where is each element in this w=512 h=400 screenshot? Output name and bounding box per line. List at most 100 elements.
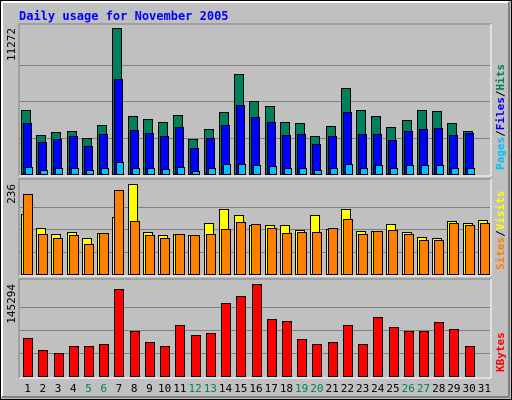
bar-pages-day-26 bbox=[406, 165, 414, 175]
day-label-8: 8 bbox=[131, 382, 138, 395]
series-kbytes bbox=[23, 284, 475, 377]
day-label-4: 4 bbox=[70, 382, 77, 395]
bar-pages-day-11 bbox=[177, 167, 185, 175]
legend-entry: Pages bbox=[494, 137, 507, 170]
bar-sites-day-1 bbox=[23, 194, 33, 275]
panel-max-label: 11272 bbox=[5, 28, 18, 61]
bar-pages-day-16 bbox=[253, 165, 261, 175]
legend-entry: Hits bbox=[494, 64, 507, 91]
bar-sites-day-11 bbox=[175, 234, 185, 275]
bar-kbytes-day-15 bbox=[236, 296, 246, 377]
bar-sites-day-29 bbox=[449, 223, 459, 275]
bar-sites-day-8 bbox=[130, 221, 140, 275]
bar-kbytes-day-28 bbox=[434, 322, 444, 377]
panel-legend: Sites/Visits bbox=[494, 191, 507, 271]
bar-kbytes-day-29 bbox=[449, 329, 459, 377]
bar-kbytes-day-19 bbox=[297, 339, 307, 377]
bar-pages-day-22 bbox=[345, 164, 353, 175]
x-axis-day-labels: 1 2 3 4 5 6 7 8 9 10 11 12 13 14 15 16 17 18 19 20 21 22 23 24 2… bbox=[24, 382, 491, 395]
day-label-26: 26 bbox=[402, 382, 415, 395]
bar-pages-day-24 bbox=[375, 165, 383, 175]
bar-pages-day-20 bbox=[314, 170, 322, 175]
bar-sites-day-15 bbox=[236, 222, 246, 275]
bar-kbytes-day-24 bbox=[373, 317, 383, 377]
day-label-9: 9 bbox=[146, 382, 153, 395]
bar-kbytes-day-1 bbox=[23, 338, 33, 377]
bar-pages-day-10 bbox=[162, 169, 170, 175]
legend-entry: Files bbox=[494, 97, 507, 130]
day-label-19: 19 bbox=[295, 382, 308, 395]
bar-pages-day-30 bbox=[467, 168, 475, 175]
bar-kbytes-day-11 bbox=[175, 325, 185, 377]
bar-pages-day-4 bbox=[71, 168, 79, 175]
bar-pages-day-18 bbox=[284, 168, 292, 175]
panel-legend: KBytes bbox=[494, 332, 507, 372]
day-label-18: 18 bbox=[280, 382, 293, 395]
bar-kbytes-day-20 bbox=[312, 344, 322, 377]
bar-sites-day-27 bbox=[419, 240, 429, 275]
bar-kbytes-day-25 bbox=[389, 327, 399, 377]
day-label-16: 16 bbox=[249, 382, 262, 395]
day-label-22: 22 bbox=[341, 382, 354, 395]
bar-sites-day-3 bbox=[53, 238, 63, 275]
chart-panels: 11272Pages/Files/Hits236Sites/Visits1452… bbox=[5, 23, 507, 379]
bar-sites-day-19 bbox=[297, 232, 307, 275]
day-label-5: 5 bbox=[85, 382, 92, 395]
day-label-1: 1 bbox=[24, 382, 31, 395]
bar-kbytes-day-16 bbox=[252, 284, 262, 377]
bar-sites-day-4 bbox=[69, 235, 79, 275]
bar-sites-day-20 bbox=[312, 232, 322, 275]
bar-pages-day-6 bbox=[101, 168, 109, 175]
bar-sites-day-21 bbox=[328, 228, 338, 275]
bar-pages-day-1 bbox=[25, 167, 33, 175]
bar-sites-day-2 bbox=[38, 234, 48, 275]
bar-pages-day-25 bbox=[390, 168, 398, 175]
bar-kbytes-day-22 bbox=[343, 325, 353, 377]
bar-sites-day-10 bbox=[160, 238, 170, 275]
bar-kbytes-day-4 bbox=[69, 346, 79, 377]
panel-max-label: 145294 bbox=[5, 284, 18, 324]
chart-title: Daily usage for November 2005 bbox=[19, 9, 229, 23]
day-label-27: 27 bbox=[417, 382, 430, 395]
bar-kbytes-day-9 bbox=[145, 342, 155, 377]
bar-pages-day-12 bbox=[192, 171, 200, 175]
bar-kbytes-day-12 bbox=[191, 335, 201, 377]
bar-pages-day-3 bbox=[55, 168, 63, 175]
day-label-30: 30 bbox=[463, 382, 476, 395]
bar-sites-day-26 bbox=[404, 234, 414, 275]
bar-sites-day-25 bbox=[388, 230, 398, 275]
bar-pages-day-2 bbox=[40, 170, 48, 175]
legend-entry: / bbox=[494, 90, 507, 97]
day-label-25: 25 bbox=[386, 382, 399, 395]
bar-kbytes-day-13 bbox=[206, 333, 216, 377]
bar-pages-day-8 bbox=[132, 168, 140, 175]
bar-kbytes-day-26 bbox=[404, 331, 414, 377]
bar-sites-day-7 bbox=[114, 190, 124, 275]
bar-sites-day-31 bbox=[480, 223, 490, 275]
bar-kbytes-day-30 bbox=[465, 346, 475, 377]
bar-sites-day-18 bbox=[282, 233, 292, 275]
day-label-6: 6 bbox=[100, 382, 107, 395]
legend-entry: Sites bbox=[494, 237, 507, 270]
bar-kbytes-day-17 bbox=[267, 319, 277, 377]
bar-pages-day-23 bbox=[360, 168, 368, 175]
legend-entry: / bbox=[494, 130, 507, 137]
bar-sites-day-12 bbox=[190, 235, 200, 275]
bar-sites-day-16 bbox=[251, 224, 261, 275]
bar-kbytes-day-7 bbox=[114, 289, 124, 377]
day-label-31: 31 bbox=[478, 382, 491, 395]
panel-legend: Pages/Files/Hits bbox=[494, 64, 507, 170]
bar-files-day-2 bbox=[38, 142, 47, 175]
bar-kbytes-day-3 bbox=[54, 353, 64, 377]
bar-kbytes-day-21 bbox=[328, 342, 338, 377]
panel-bot: 145294 KBytes bbox=[5, 278, 507, 379]
day-label-12: 12 bbox=[188, 382, 201, 395]
legend-entry: Visits bbox=[494, 191, 507, 231]
bar-kbytes-day-6 bbox=[99, 344, 109, 377]
bar-pages-day-27 bbox=[421, 165, 429, 175]
bar-kbytes-day-5 bbox=[84, 346, 94, 377]
bar-sites-day-17 bbox=[267, 228, 277, 275]
bar-sites-day-5 bbox=[84, 244, 94, 275]
day-label-20: 20 bbox=[310, 382, 323, 395]
day-label-24: 24 bbox=[371, 382, 385, 395]
